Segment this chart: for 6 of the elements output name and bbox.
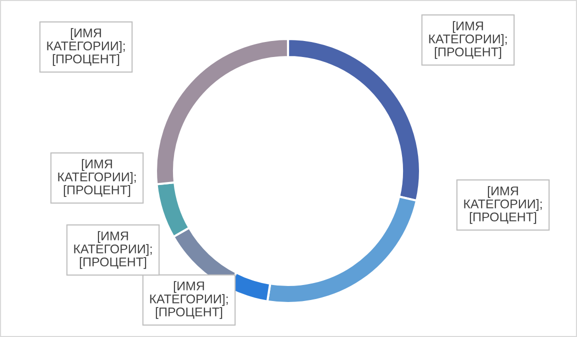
data-label: [ИМЯ КАТЕГОРИИ]; [ПРОЦЕНТ] [74, 231, 152, 269]
data-label: [ИМЯ КАТЕГОРИИ]; [ПРОЦЕНТ] [47, 28, 125, 66]
data-label: [ИМЯ КАТЕГОРИИ]; [ПРОЦЕНТ] [58, 159, 136, 197]
data-label: [ИМЯ КАТЕГОРИИ]; [ПРОЦЕНТ] [429, 21, 507, 59]
data-label: [ИМЯ КАТЕГОРИИ]; [ПРОЦЕНТ] [150, 281, 228, 319]
data-label: [ИМЯ КАТЕГОРИИ]; [ПРОЦЕНТ] [464, 186, 542, 224]
